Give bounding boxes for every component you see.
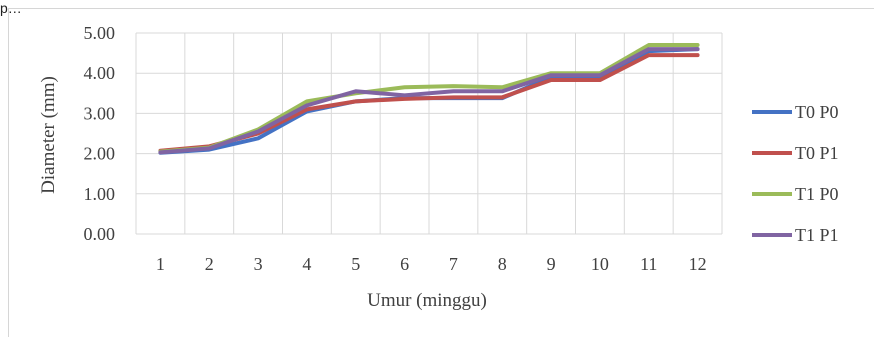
x-tick-label: 10: [591, 254, 609, 274]
x-tick-label: 4: [302, 254, 311, 274]
y-tick-label: 5.00: [84, 23, 116, 43]
x-tick-label: 1: [156, 254, 165, 274]
x-tick-label: 11: [640, 254, 657, 274]
x-tick-label: 5: [351, 254, 360, 274]
y-tick-label: 3.00: [84, 103, 116, 123]
y-tick-label: 0.00: [84, 224, 116, 244]
y-axis-label: Diameter (mm): [38, 76, 59, 194]
series-lines: [158, 43, 700, 155]
legend: T0 P0 T0 P1 T1 P0 T1 P1: [752, 102, 839, 245]
x-tick-label: 12: [689, 254, 707, 274]
y-tick-label: 4.00: [84, 63, 116, 83]
x-tick-label: 9: [547, 254, 556, 274]
legend-label: T0 P1: [795, 143, 839, 163]
chart-area: [8, 8, 874, 337]
x-tick-label: 7: [449, 254, 458, 274]
legend-label: T1 P1: [795, 225, 839, 245]
x-tick-label: 6: [400, 254, 409, 274]
legend-label: T1 P0: [795, 184, 839, 204]
y-tick-label: 1.00: [84, 184, 116, 204]
x-tick-label: 8: [498, 254, 507, 274]
x-tick-label: 2: [205, 254, 214, 274]
x-tick-label: 3: [254, 254, 263, 274]
y-tick-label: 2.00: [84, 144, 116, 164]
x-tick-labels: 1 2 3 4 5 6 7 8 9 10 11 12: [156, 254, 707, 274]
grid-lines: [135, 32, 723, 235]
legend-label: T0 P0: [795, 102, 839, 122]
x-axis-label: Umur (minggu): [367, 290, 487, 311]
series-line-t1-p1: [158, 47, 700, 155]
y-tick-labels: 0.00 1.00 2.00 3.00 4.00 5.00: [84, 23, 116, 244]
